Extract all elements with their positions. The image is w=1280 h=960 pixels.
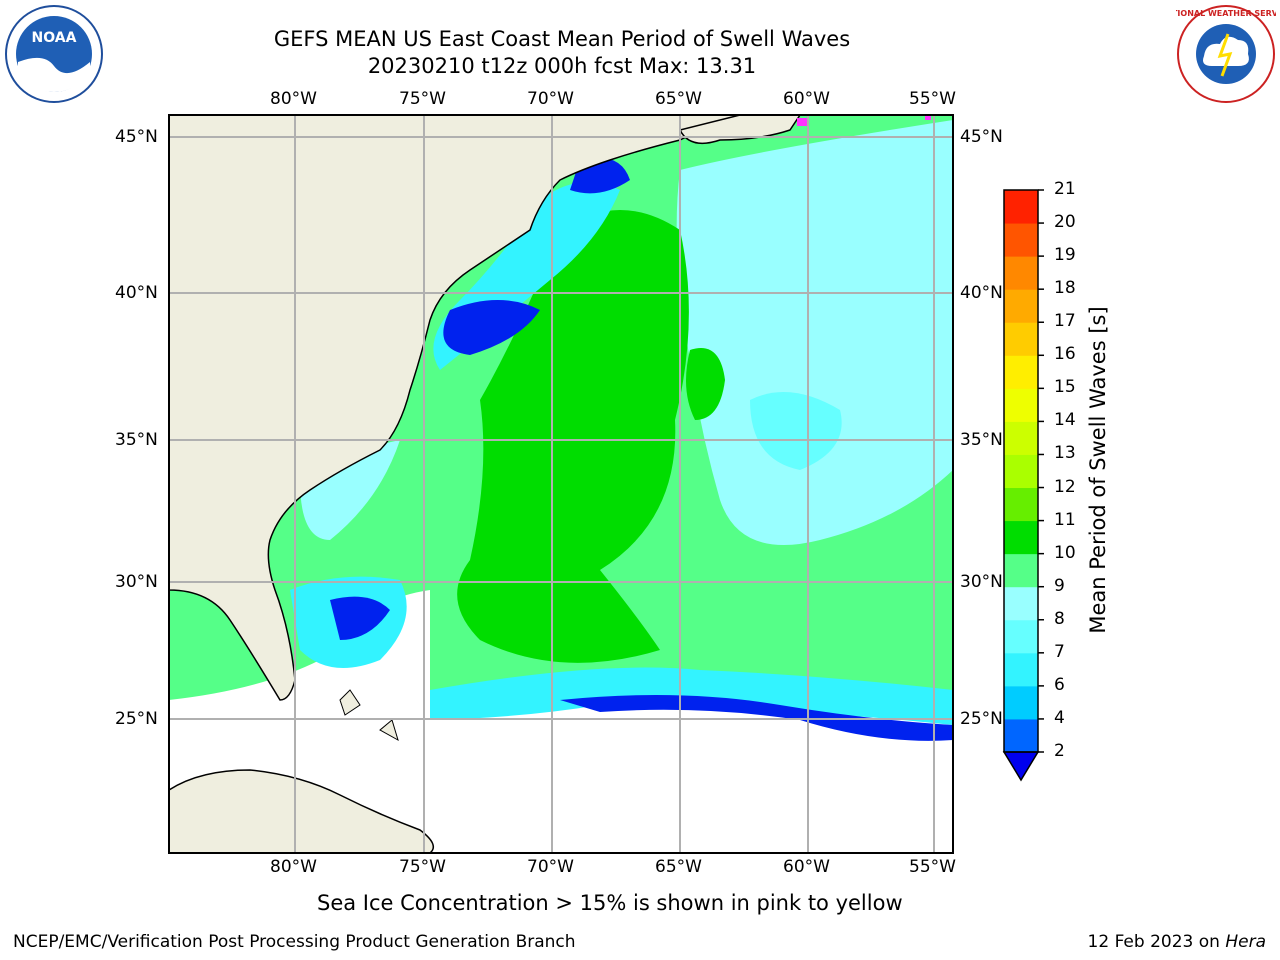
noaa-logo: NOAA: [4, 4, 104, 104]
lat-label-left: 40°N: [115, 283, 158, 303]
swell-region-cyan: [750, 392, 842, 470]
lat-label-left: 25°N: [115, 709, 158, 729]
footer-date: 12 Feb 2023 on Hera: [1088, 932, 1266, 952]
nws-logo: NATIONAL WEATHER SERVICE: [1160, 4, 1280, 104]
colorbar-frame: [1003, 189, 1039, 753]
map-frame: [168, 114, 954, 854]
sea-ice-mark-2: [925, 116, 931, 120]
colorbar-segment: [1004, 421, 1038, 455]
colorbar-tick-label: 12: [1054, 476, 1076, 497]
lat-label-right: 45°N: [960, 127, 1003, 147]
colorbar-tick-label: 19: [1054, 245, 1076, 266]
swell-band-north-dark: [443, 300, 540, 355]
colorbar-tick-label: 6: [1054, 674, 1065, 695]
colorbar-segment: [1004, 553, 1038, 588]
swell-region-light-cyan: [676, 120, 953, 545]
land-bahamas: [339, 689, 361, 716]
colorbar-segment: [1004, 520, 1038, 555]
lon-label-top: 75°W: [399, 89, 446, 109]
colorbar-tick-label: 18: [1054, 278, 1076, 299]
colorbar-tick-label: 16: [1054, 344, 1076, 365]
lat-label-left: 30°N: [115, 572, 158, 592]
svg-text:NATIONAL WEATHER SERVICE: NATIONAL WEATHER SERVICE: [1176, 9, 1276, 18]
colorbar-tick-label: 15: [1054, 377, 1076, 398]
land-bahamas-2: [379, 719, 399, 742]
colorbar-segment: [1004, 487, 1038, 522]
svg-text:NOAA: NOAA: [32, 30, 77, 46]
colorbar-segment: [1004, 454, 1038, 489]
lat-label-left: 45°N: [115, 127, 158, 147]
lon-label-top: 70°W: [527, 89, 574, 109]
lat-label-left: 35°N: [115, 430, 158, 450]
colorbar-tick-label: 14: [1054, 410, 1076, 431]
land-north-america: [169, 115, 741, 701]
lon-label-bottom: 65°W: [655, 857, 702, 877]
colorbar-segment: [1004, 289, 1038, 323]
lat-label-right: 40°N: [960, 283, 1003, 303]
swell-band-south-dark: [560, 695, 953, 741]
lon-label-top: 55°W: [909, 89, 956, 109]
map-title: GEFS MEAN US East Coast Mean Period of S…: [273, 27, 851, 51]
lon-label-bottom: 80°W: [270, 857, 317, 877]
footer-host: Hera: [1225, 932, 1266, 952]
map-grid: [169, 115, 953, 853]
footer-credit: NCEP/EMC/Verification Post Processing Pr…: [13, 932, 576, 952]
colorbar-tick-label: 13: [1054, 443, 1076, 464]
colorbar-tick-label: 9: [1054, 575, 1065, 596]
colorbar-segment: [1004, 685, 1038, 720]
colorbar-segment: [1004, 652, 1038, 687]
colorbar-title: Mean Period of Swell Waves [s]: [1086, 306, 1110, 634]
colorbar-segment: [1004, 388, 1038, 422]
swell-band-carolinas: [300, 440, 400, 540]
lon-label-top: 80°W: [270, 89, 317, 109]
land-cuba: [169, 769, 435, 853]
lon-label-bottom: 70°W: [527, 857, 574, 877]
colorbar-tick-label: 17: [1054, 311, 1076, 332]
colorbar-segment: [1004, 322, 1038, 356]
lat-label-right: 25°N: [960, 709, 1003, 729]
colorbar-tick-label: 20: [1054, 212, 1076, 233]
swell-region-green: [457, 210, 689, 663]
colorbar-segment: [1004, 586, 1038, 621]
lon-label-bottom: 55°W: [909, 857, 956, 877]
map-subtitle: 20230210 t12z 000h fcst Max: 13.31: [367, 54, 757, 78]
colorbar-segment: [1004, 619, 1038, 654]
colorbar: [1002, 189, 1044, 782]
colorbar-tick-label: 4: [1054, 707, 1065, 728]
colorbar-tick-label: 11: [1054, 509, 1076, 530]
sea-ice-note: Sea Ice Concentration > 15% is shown in …: [317, 891, 903, 915]
colorbar-extend: [1002, 751, 1040, 782]
colorbar-segment: [1004, 256, 1038, 290]
swell-band-bight-dark: [330, 596, 390, 640]
sea-ice-mark: [797, 118, 809, 126]
colorbar-tick-label: 2: [1054, 741, 1065, 761]
colorbar-segment: [1004, 718, 1038, 753]
colorbar-tick-label: 7: [1054, 641, 1065, 662]
colorbar-segment: [1004, 190, 1038, 224]
lat-label-right: 35°N: [960, 430, 1003, 450]
lon-label-bottom: 60°W: [783, 857, 830, 877]
lon-label-top: 60°W: [783, 89, 830, 109]
colorbar-tick-label: 10: [1054, 542, 1076, 563]
footer-date-text: 12 Feb 2023 on: [1087, 932, 1226, 952]
colorbar-tick-label: 21: [1054, 179, 1076, 199]
colorbar-tick-label: 8: [1054, 608, 1065, 629]
lon-label-top: 65°W: [655, 89, 702, 109]
lon-label-bottom: 75°W: [399, 857, 446, 877]
lat-label-right: 30°N: [960, 572, 1003, 592]
colorbar-segment: [1004, 223, 1038, 257]
swell-region-green-small: [686, 348, 725, 420]
colorbar-segment: [1004, 355, 1038, 389]
